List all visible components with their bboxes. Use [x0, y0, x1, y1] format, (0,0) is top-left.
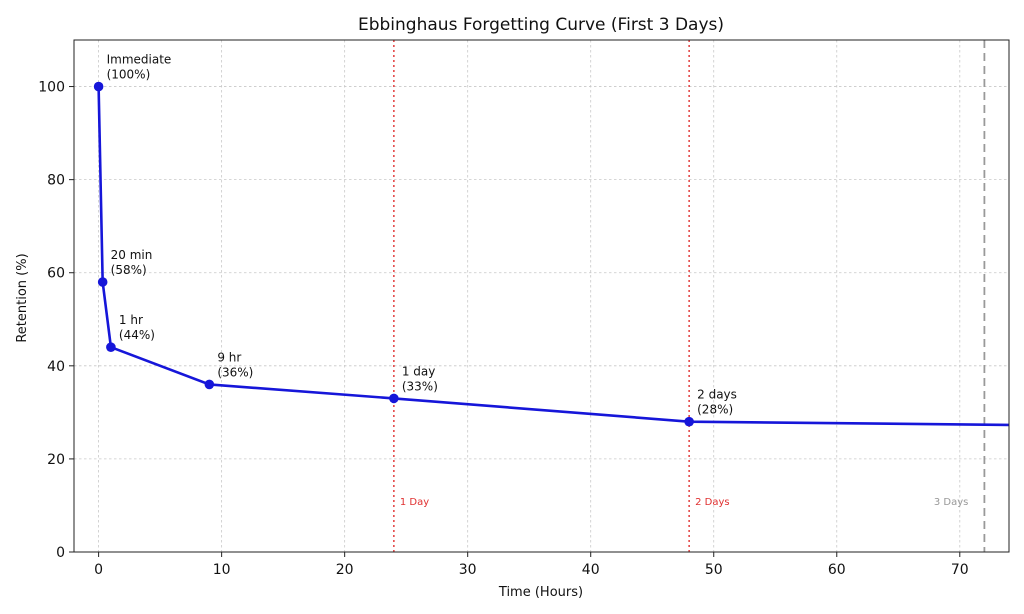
data-point	[204, 379, 215, 390]
series-layer	[93, 81, 1010, 427]
y-tick-label: 40	[47, 359, 65, 375]
data-point	[97, 277, 108, 287]
y-tick-label: 80	[47, 173, 65, 189]
x-tick-label: 0	[94, 562, 103, 578]
y-axis-label: Retention (%)	[15, 253, 30, 342]
x-tick-label: 20	[336, 562, 354, 578]
y-tick-label: 20	[47, 452, 65, 468]
plot-frame	[73, 39, 1010, 553]
x-tick-label: 40	[582, 562, 600, 578]
data-point	[93, 81, 104, 92]
point-label: 2 days	[697, 388, 737, 402]
data-point	[106, 342, 116, 353]
axes: 0 10 20 30 40 50 60 70 0 20 40 60 80 100	[38, 39, 1010, 578]
x-tick-label: 50	[705, 562, 723, 578]
x-tick-label: 60	[828, 562, 846, 578]
point-label: 1 hr	[119, 313, 143, 327]
x-tick-label: 10	[213, 562, 231, 578]
reference-lines: 1 Day 2 Days 3 Days	[393, 40, 986, 552]
point-annotations: Immediate(100%)20 min(58%)1 hr(44%)9 hr(…	[107, 53, 737, 417]
data-point	[389, 393, 399, 404]
point-label: 9 hr	[217, 350, 241, 364]
point-value-label: (44%)	[119, 328, 155, 342]
x-tick-label: 70	[951, 562, 969, 578]
reference-line-label: 2 Days	[695, 497, 730, 508]
point-label: Immediate	[107, 53, 172, 67]
chart-title: Ebbinghaus Forgetting Curve (First 3 Day…	[358, 15, 724, 35]
point-value-label: (100%)	[107, 68, 151, 82]
grid-layer	[74, 40, 1009, 553]
x-tick-label: 30	[459, 562, 477, 578]
y-tick-label: 60	[47, 266, 65, 282]
reference-line-label: 3 Days	[934, 497, 969, 508]
reference-line-label: 1 Day	[400, 497, 429, 508]
point-value-label: (33%)	[402, 379, 438, 393]
point-label: 20 min	[111, 248, 153, 262]
point-value-label: (28%)	[697, 403, 733, 417]
point-value-label: (36%)	[217, 365, 253, 379]
y-tick-label: 100	[38, 80, 65, 96]
y-tick-label: 0	[56, 545, 65, 561]
point-value-label: (58%)	[111, 263, 147, 277]
x-axis-label: Time (Hours)	[498, 585, 583, 600]
data-point	[684, 416, 694, 427]
point-label: 1 day	[402, 364, 436, 378]
